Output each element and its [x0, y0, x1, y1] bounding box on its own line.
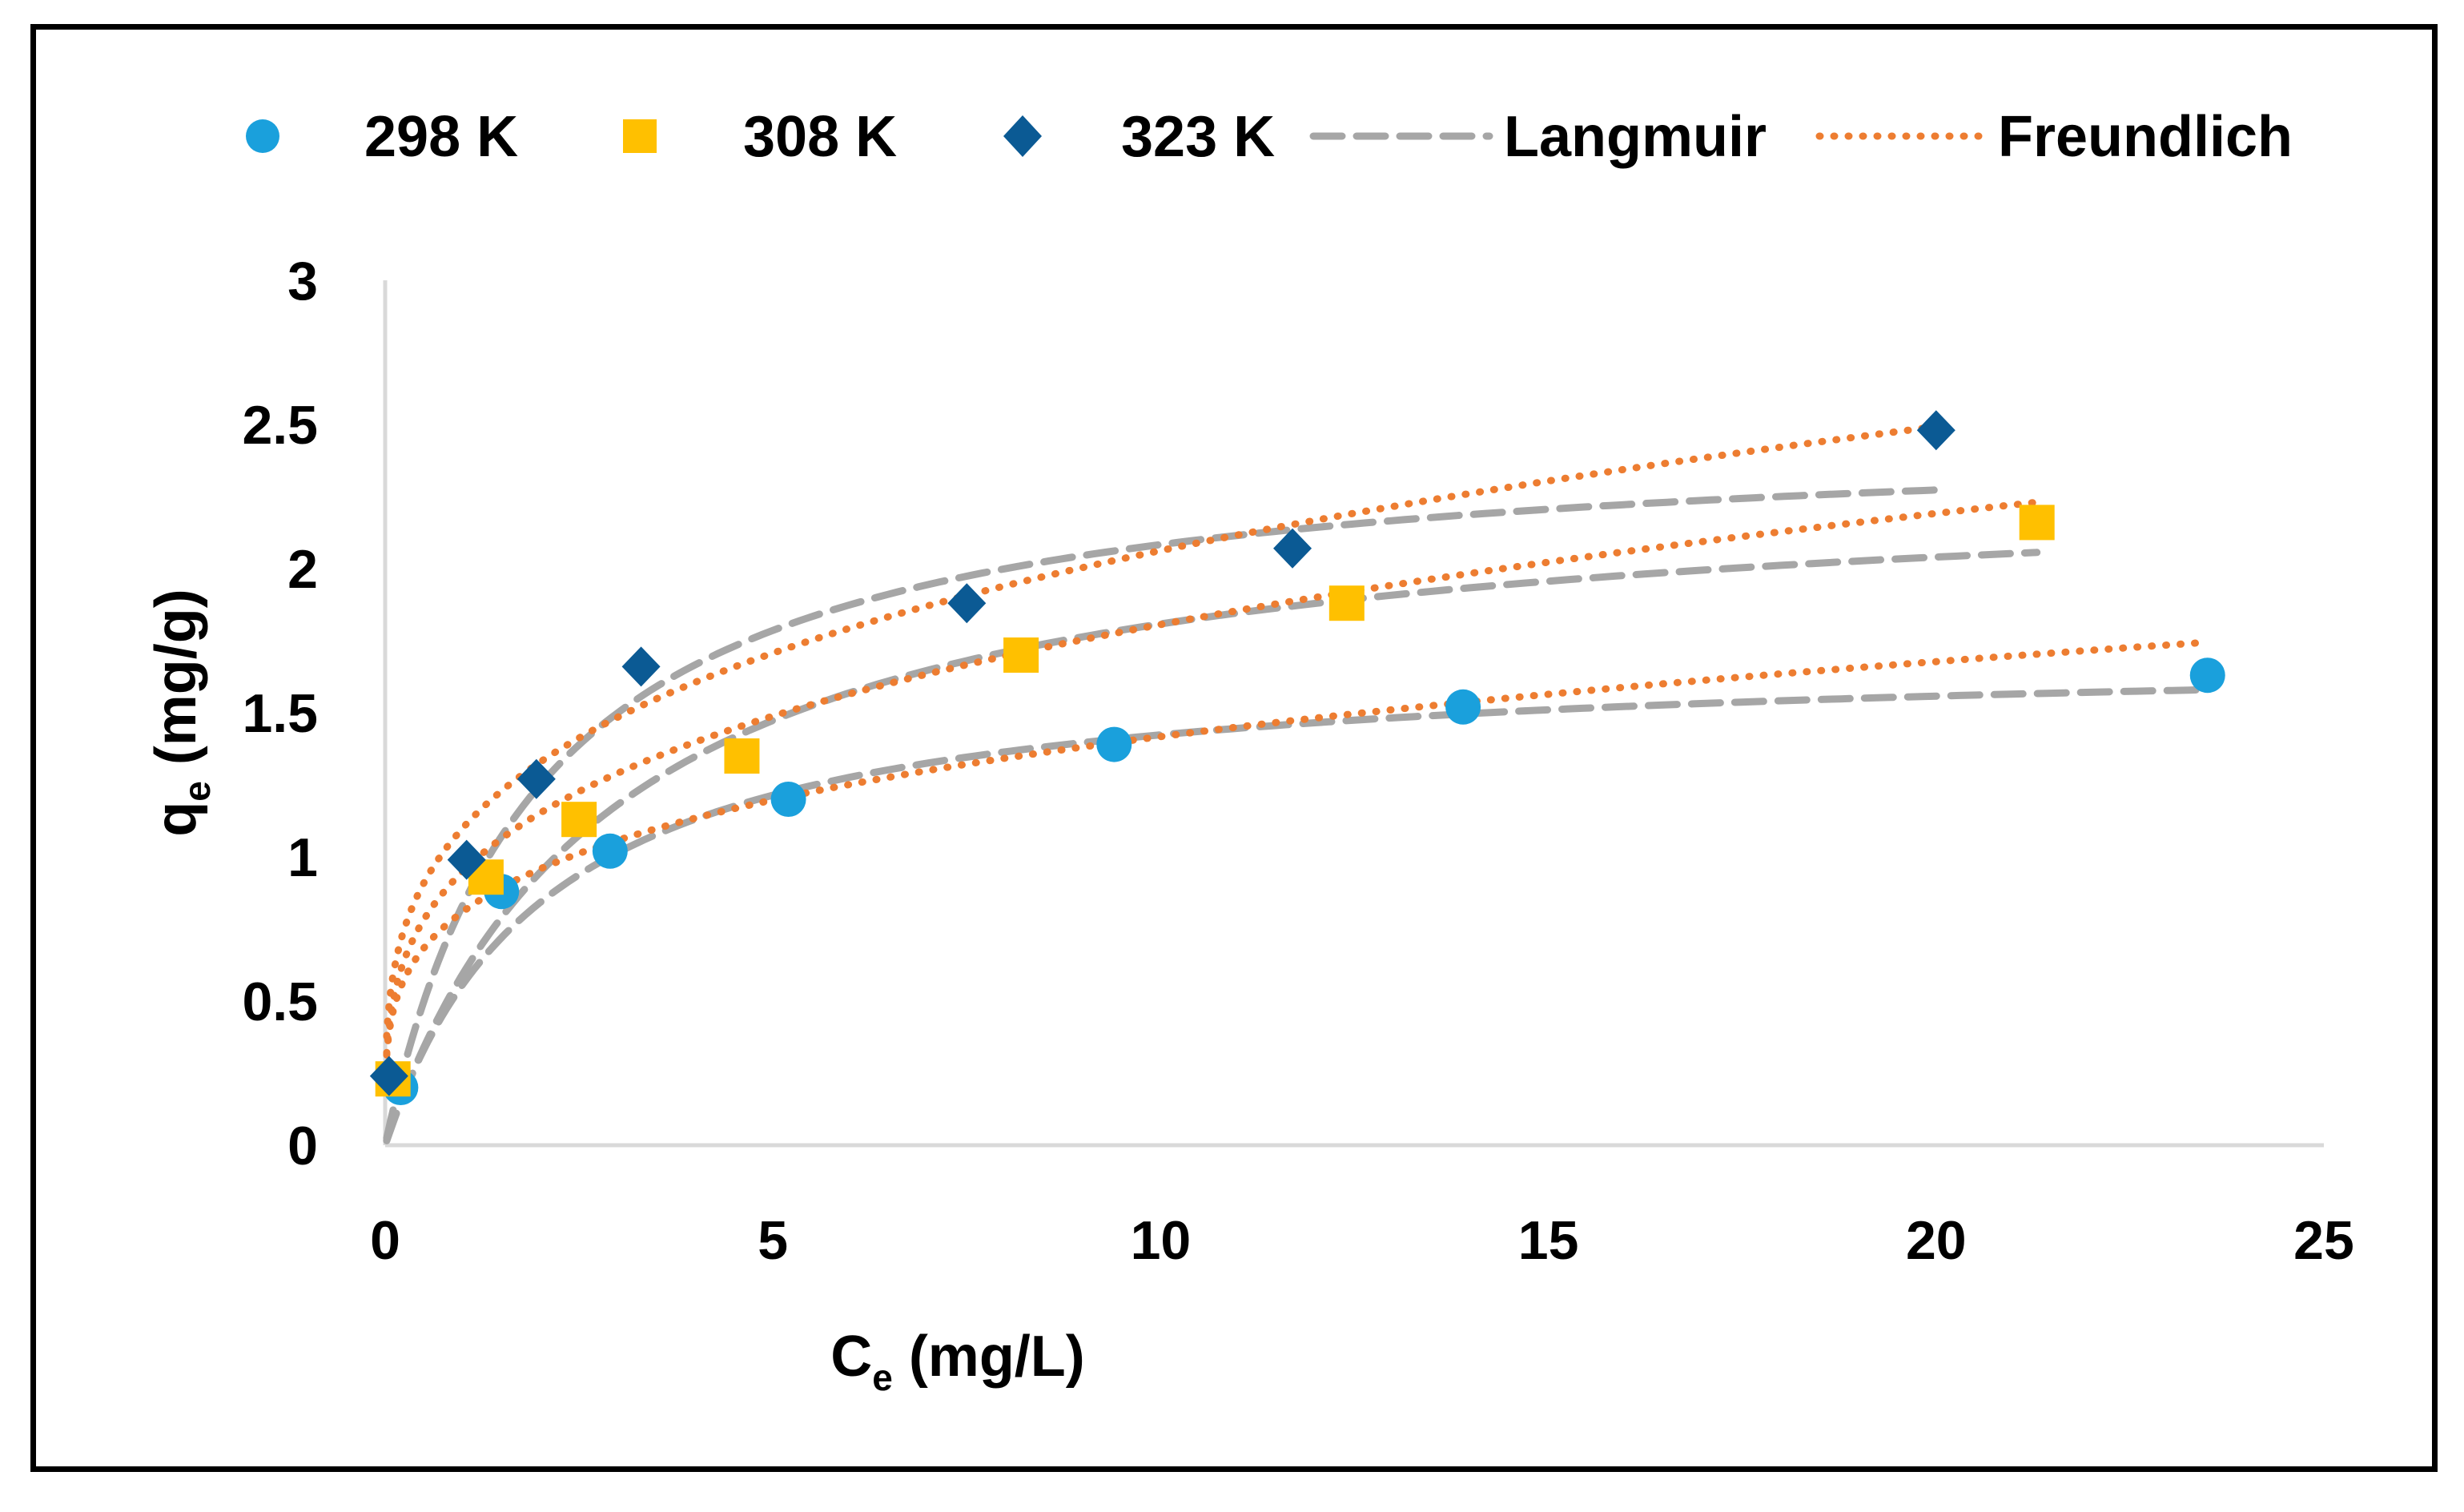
- legend-label-langmuir: Langmuir: [1504, 105, 1767, 169]
- legend-label-323k: 323 K: [1121, 105, 1275, 169]
- legend-marker-323k: [1003, 115, 1042, 157]
- legend-label-308k: 308 K: [743, 105, 897, 169]
- y-tick-label: 0.5: [242, 971, 318, 1032]
- legend-marker-308k: [623, 119, 657, 153]
- x-tick-label: 0: [370, 1210, 400, 1271]
- langmuir-323k-fit-curve: [383, 486, 1940, 1142]
- legend-label-freundlich: Freundlich: [1998, 105, 2293, 169]
- point-323k: [947, 583, 987, 624]
- point-323k: [517, 758, 556, 799]
- y-tick-label: 2: [287, 539, 318, 600]
- chart-frame: [30, 24, 2438, 1472]
- point-298k: [592, 833, 628, 869]
- freundlich-308k-fit-curve: [383, 498, 2041, 1057]
- freundlich-323k-fit-curve: [383, 423, 1940, 1040]
- y-axis-title: qe (mg/g): [144, 589, 218, 837]
- point-298k: [1096, 726, 1132, 762]
- point-298k: [2189, 657, 2225, 694]
- point-308k: [1328, 585, 1365, 621]
- point-323k: [369, 1056, 408, 1096]
- legend-label-298k: 298 K: [364, 105, 518, 169]
- data-points: [369, 410, 2225, 1105]
- x-tick-label: 15: [1518, 1210, 1579, 1271]
- x-tick-label: 10: [1131, 1210, 1192, 1271]
- point-323k: [1916, 410, 1956, 451]
- x-tick-label: 25: [2293, 1210, 2354, 1271]
- point-323k: [447, 839, 486, 880]
- freundlich-298k-fit-curve: [383, 638, 2212, 1059]
- y-tick-label: 2.5: [242, 395, 318, 456]
- x-axis-title: Ce (mg/L): [830, 1325, 1085, 1398]
- y-tick-labels: 0 0.5 1 1.5 2 2.5 3: [242, 251, 318, 1176]
- x-tick-label: 20: [1906, 1210, 1967, 1271]
- point-308k: [561, 802, 597, 838]
- point-323k: [1273, 528, 1312, 569]
- x-tick-labels: 0 5 10 15 20 25: [370, 1210, 2354, 1271]
- y-tick-label: 3: [287, 251, 318, 312]
- point-323k: [621, 646, 661, 687]
- y-tick-label: 0: [287, 1116, 318, 1176]
- point-298k: [770, 782, 806, 817]
- legend: 298 K 308 K 323 K Langmuir Freundlich: [246, 105, 2293, 169]
- x-tick-label: 5: [758, 1210, 788, 1271]
- point-298k: [1445, 689, 1481, 725]
- point-308k: [724, 738, 760, 774]
- y-tick-label: 1: [287, 827, 318, 888]
- point-308k: [1003, 637, 1039, 673]
- point-308k: [2019, 505, 2055, 541]
- legend-marker-298k: [246, 119, 279, 153]
- y-tick-label: 1.5: [242, 683, 318, 744]
- langmuir-298k-fit-curve: [383, 686, 2212, 1144]
- langmuir-308k-fit-curve: [383, 549, 2041, 1144]
